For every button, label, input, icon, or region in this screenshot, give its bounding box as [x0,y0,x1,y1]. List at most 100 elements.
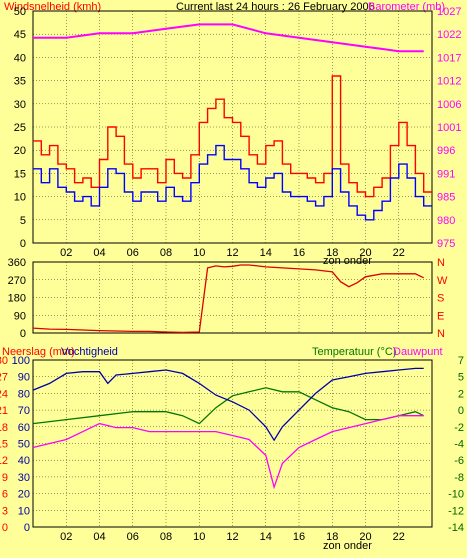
temperature-tick: 0 [458,405,464,417]
x-tick-label: 14 [260,247,272,259]
precipitation-tick: 21 [0,405,8,417]
barometer-tick: 1012 [437,76,461,88]
compass-tick: E [437,310,444,322]
x-tick-label: 04 [93,247,105,259]
wind-chart-plot [33,23,432,221]
precipitation-tick: 3 [2,505,8,517]
title-barometer: Barometer (mb) [368,1,445,13]
x-tick-label: 02 [60,531,72,543]
wind-speed-tick: 10 [14,192,26,204]
x-tick-label: 02 [60,247,72,259]
x-tick-label: 06 [127,531,139,543]
humidity-tick: 80 [18,388,30,400]
barometer-tick: 1027 [437,6,461,18]
title-precipitation: Neerslag (mm) [2,346,75,358]
x-tick-label: 18 [326,247,338,259]
direction-degree-tick: 90 [14,310,26,322]
compass-tick: N [437,257,445,269]
precipitation-tick: 0 [2,522,8,534]
precipitation-tick: 6 [2,489,8,501]
x-tick-label: 08 [160,531,172,543]
title-temperature: Temperatuur (°C) [312,346,396,358]
gust-series-line [33,75,432,198]
direction-chart-grid [33,261,432,334]
wind-speed-tick: 45 [14,29,26,41]
humidity-tick: 50 [18,439,30,451]
humidity-chart-grid [33,359,432,528]
temperature-axis: -14 -12 -10 -8 -6 -4 -2 0 2 5 7 [448,355,464,534]
barometer-tick: 996 [437,145,455,157]
humidity-tick: 60 [18,422,30,434]
barometer-axis: 975 980 985 991 996 1001 1006 1012 1017 1022 1027 [437,6,461,250]
x-tick-label: 10 [193,531,205,543]
temperature-tick: -14 [448,522,464,534]
x-tick-label: 20 [359,531,371,543]
temperature-tick: 2 [458,388,464,400]
x-tick-label: 16 [293,531,305,543]
wind-speed-tick: 20 [14,145,26,157]
humidity-chart-x-axis: 02 04 06 08 10 12 14 16 18 20 22 [60,531,405,543]
wind-speed-tick: 35 [14,76,26,88]
direction-series-line [32,264,424,334]
x-tick-label: 12 [226,247,238,259]
compass-tick: W [437,275,448,287]
humidity-tick: 90 [18,372,30,384]
barometer-tick: 975 [437,238,455,250]
direction-degree-tick: 360 [8,257,26,269]
title-current-date: Current last 24 hours : 26 February 2006 [176,1,375,13]
x-tick-label: 06 [127,247,139,259]
wind-speed-tick: 0 [20,238,26,250]
humidity-tick: 70 [18,405,30,417]
precipitation-tick: 15 [0,439,8,451]
wind-chart-x-axis: 02 04 06 08 10 12 14 16 18 20 22 [60,247,405,259]
title-humidity: Vochtigheid [61,346,118,358]
barometer-series-line [33,23,424,53]
x-tick-label: 12 [226,531,238,543]
barometer-tick: 980 [437,215,455,227]
humidity-series-line [32,367,424,442]
barometer-tick: 1001 [437,122,461,134]
precipitation-axis: 0 3 6 9 12 15 18 21 24 27 30 [0,355,8,534]
x-tick-label: 22 [393,247,405,259]
wind-chart-grid [33,10,432,244]
temperature-tick: 7 [458,355,464,367]
wind-speed-axis: 0 5 10 15 20 25 30 35 40 45 50 [14,6,26,250]
x-tick-label: 22 [393,531,405,543]
compass-tick: S [437,293,444,305]
temperature-tick: -2 [454,422,464,434]
temperature-tick: 5 [458,372,464,384]
barometer-tick: 1017 [437,52,461,64]
temperature-tick: -10 [448,489,464,501]
x-tick-label: 16 [293,247,305,259]
precipitation-tick: 12 [0,455,8,467]
direction-chart-plot [32,264,424,334]
x-tick-label: 10 [193,247,205,259]
humidity-tick: 10 [18,505,30,517]
x-tick-label: 04 [93,531,105,543]
humidity-tick: 40 [18,455,30,467]
humidity-chart-plot [32,367,424,490]
precipitation-tick: 30 [0,355,8,367]
precipitation-tick: 27 [0,372,8,384]
wind-speed-tick: 40 [14,52,26,64]
wind-speed-tick: 15 [14,168,26,180]
sunset-label-2: zon onder [323,540,372,552]
direction-degree-tick: 270 [8,275,26,287]
wind-series-line [33,144,432,221]
humidity-axis: 0 10 20 30 40 50 60 70 80 90 100 [12,355,30,534]
humidity-tick: 20 [18,489,30,501]
compass-tick: N [437,328,445,340]
humidity-tick: 30 [18,472,30,484]
precipitation-tick: 24 [0,388,8,400]
precipitation-tick: 9 [2,472,8,484]
x-tick-label: 20 [359,247,371,259]
barometer-tick: 985 [437,192,455,204]
wind-speed-tick: 30 [14,99,26,111]
direction-degrees-axis: 0 90 180 270 360 [8,257,26,340]
wind-speed-tick: 5 [20,215,26,227]
barometer-tick: 1006 [437,99,461,111]
temperature-tick: -12 [448,505,464,517]
barometer-tick: 991 [437,168,455,180]
temperature-tick: -4 [454,439,464,451]
